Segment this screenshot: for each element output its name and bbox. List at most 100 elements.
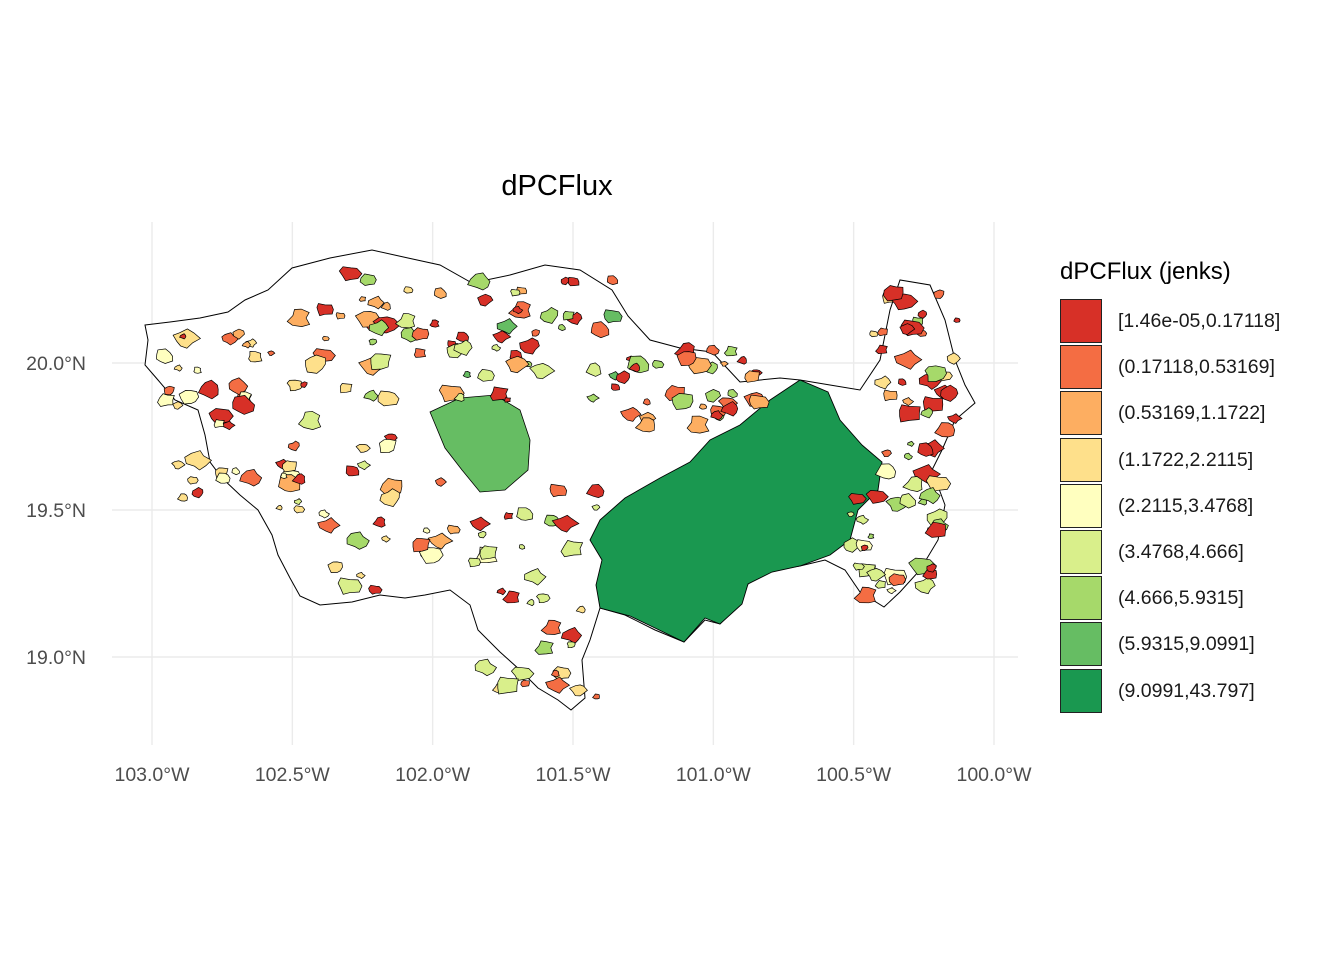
- habitat-patch: [585, 362, 602, 377]
- habitat-patch: [946, 352, 961, 365]
- habitat-patch: [846, 511, 855, 517]
- habitat-patch: [338, 266, 363, 282]
- habitat-patch: [611, 383, 620, 391]
- legend-label: (0.17118,0.53169]: [1118, 356, 1275, 379]
- habitat-patch: [490, 386, 509, 401]
- habitat-patch: [355, 443, 371, 453]
- y-tick-label: 20.0°N: [26, 353, 86, 375]
- habitat-patch: [510, 289, 521, 297]
- habitat-patch: [933, 289, 945, 299]
- habitat-patch: [592, 693, 600, 700]
- habitat-patch-core: [589, 379, 883, 643]
- habitat-patch: [241, 340, 251, 349]
- habitat-patch: [381, 535, 391, 543]
- habitat-patch: [275, 504, 283, 511]
- habitat-patch: [917, 309, 928, 319]
- habitat-patch: [281, 460, 297, 473]
- habitat-patch: [560, 276, 570, 286]
- habitat-patch: [875, 344, 888, 354]
- habitat-patch: [172, 401, 184, 410]
- habitat-patch: [462, 371, 472, 378]
- habitat-patch: [853, 586, 877, 604]
- habitat-patch: [628, 362, 640, 373]
- habitat-patch: [504, 397, 511, 403]
- habitat-patch: [297, 410, 322, 430]
- habitat-patch: [345, 465, 360, 477]
- habitat-patch: [232, 328, 245, 340]
- habitat-patch: [496, 318, 518, 335]
- habitat-patch: [603, 309, 623, 324]
- habitat-patch: [221, 332, 239, 346]
- habitat-patch: [477, 369, 495, 382]
- legend-swatch: [1060, 622, 1102, 667]
- habitat-patch: [899, 404, 921, 423]
- habitat-patch: [171, 460, 186, 470]
- habitat-patch: [356, 571, 366, 580]
- habitat-patch: [193, 366, 202, 374]
- habitat-patch: [671, 393, 694, 410]
- habitat-patch: [881, 449, 892, 458]
- habitat-patch: [380, 301, 391, 311]
- habitat-patch: [866, 568, 887, 582]
- habitat-patch: [215, 472, 231, 484]
- habitat-patch: [286, 379, 304, 392]
- habitat-patch: [232, 395, 255, 415]
- habitat-patch: [907, 440, 915, 447]
- habitat-patch: [902, 397, 915, 406]
- legend-label: (1.1722,2.2115]: [1118, 448, 1254, 471]
- habitat-patch: [294, 498, 303, 506]
- habitat-patch: [723, 345, 738, 357]
- region-outline: [144, 249, 976, 711]
- y-tick-label: 19.0°N: [26, 647, 86, 669]
- habitat-patch: [335, 312, 346, 320]
- habitat-patch: [888, 573, 907, 587]
- habitat-patch: [304, 354, 327, 374]
- habitat-patch: [434, 477, 447, 487]
- legend-swatch: [1060, 299, 1102, 343]
- x-tick-label: 100.5°W: [816, 764, 892, 786]
- habitat-patch: [876, 327, 888, 337]
- habitat-patch: [874, 375, 892, 390]
- habitat-patch: [865, 490, 889, 504]
- habitat-patch: [510, 666, 535, 681]
- map-title: dPCFlux: [501, 170, 613, 202]
- x-tick-label: 102.5°W: [255, 764, 331, 786]
- habitat-patch: [560, 626, 583, 644]
- habitat-patch: [904, 452, 913, 461]
- legend-label: (4.666,5.9315]: [1118, 587, 1244, 610]
- habitat-patch: [534, 640, 554, 655]
- habitat-patch: [208, 408, 234, 425]
- habitat-patch-green: [429, 394, 531, 493]
- habitat-patch: [898, 378, 907, 386]
- habitat-patch: [860, 544, 869, 551]
- habitat-patch: [412, 537, 431, 553]
- habitat-patch: [173, 364, 183, 372]
- habitat-patch: [231, 467, 240, 476]
- habitat-patch: [474, 658, 497, 677]
- habitat-patch: [453, 392, 465, 402]
- habitat-patch: [748, 394, 770, 410]
- habitat-patch: [519, 337, 540, 355]
- habitat-patch: [322, 335, 330, 342]
- habitat-patch: [372, 516, 386, 528]
- habitat-patch: [403, 286, 414, 294]
- habitat-patch: [248, 351, 263, 363]
- habitat-patch: [586, 393, 600, 403]
- habitat-patch: [467, 272, 491, 291]
- habitat-patch: [883, 285, 904, 302]
- habitat-patch: [946, 413, 963, 424]
- habitat-patch: [615, 370, 630, 384]
- habitat-patch: [710, 410, 724, 421]
- x-tick-label: 103.0°W: [114, 764, 190, 786]
- habitat-patch: [379, 488, 400, 508]
- legend-swatch: [1060, 529, 1102, 574]
- y-axis-labels: 19.0°N 19.5°N 20.0°N: [26, 353, 86, 669]
- habitat-patch: [512, 306, 524, 315]
- x-tick-label: 101.0°W: [676, 764, 752, 786]
- habitat-patch: [526, 598, 535, 607]
- legend-label: (9.0991,43.797]: [1118, 679, 1255, 702]
- habitat-patch: [213, 419, 225, 428]
- habitat-patch: [497, 676, 519, 695]
- legend-swatch: [1060, 483, 1102, 528]
